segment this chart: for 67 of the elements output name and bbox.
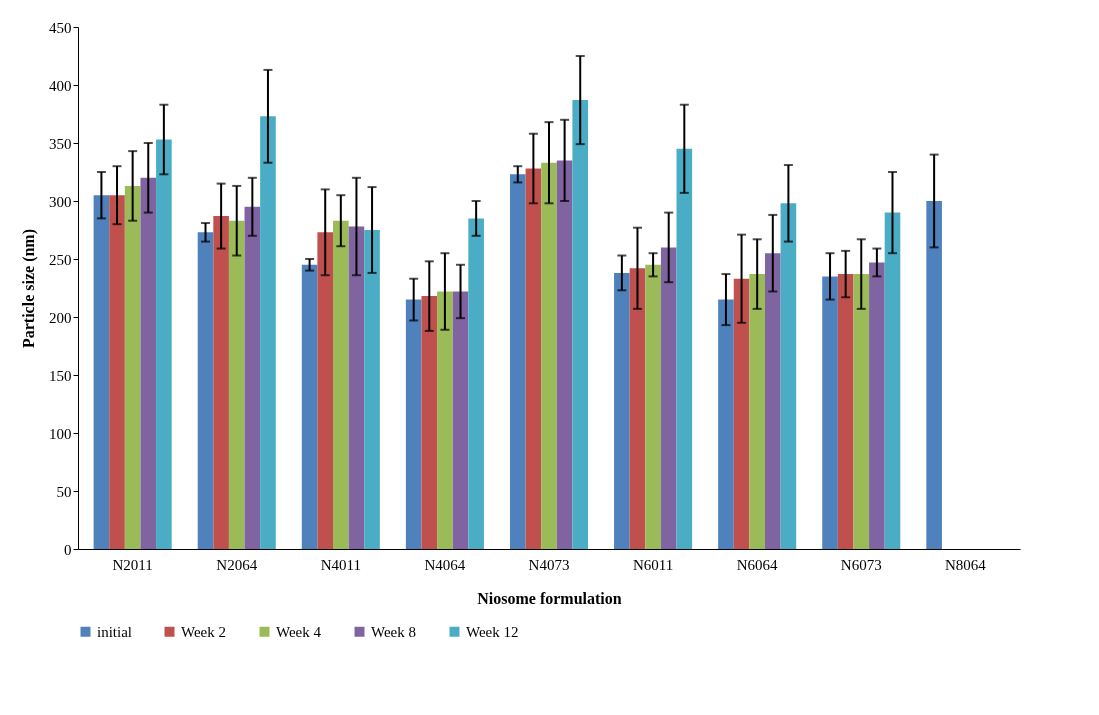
x-tick-label: N6011: [632, 556, 674, 573]
bar: [822, 276, 838, 549]
y-tick-label: 300: [49, 193, 72, 210]
x-tick-label: N4064: [424, 556, 466, 573]
bar: [364, 230, 380, 549]
bar: [244, 206, 261, 549]
y-tick-label: 150: [49, 367, 72, 384]
bar: [333, 220, 349, 549]
x-axis-title: Niosome formulation: [477, 589, 622, 607]
bar: [676, 148, 693, 549]
bar: [317, 232, 334, 549]
y-tick-label: 0: [64, 541, 72, 558]
bar: [884, 212, 901, 549]
y-axis-title: Particle size (nm): [20, 228, 38, 349]
bar: [556, 160, 573, 549]
bar: [541, 162, 557, 549]
bar: [421, 296, 438, 549]
y-tick-label: 100: [49, 425, 72, 442]
bar: [525, 168, 542, 549]
bar: [140, 177, 157, 549]
bar: [780, 203, 797, 549]
x-tick-label: N2011: [112, 556, 153, 573]
y-tick-label: 400: [49, 77, 72, 94]
x-tick-label: N8064: [944, 556, 987, 573]
bar: [213, 216, 229, 549]
y-tick-label: 350: [49, 135, 72, 152]
legend-label: Week 12: [466, 623, 519, 640]
x-tick-label: N6073: [840, 556, 882, 573]
bar: [348, 226, 365, 549]
x-tick-label: N4073: [528, 556, 570, 573]
bar: [629, 268, 646, 549]
bar: [156, 139, 172, 549]
legend-label: Week 4: [276, 623, 322, 640]
legend-label: initial: [97, 623, 132, 640]
bar: [572, 100, 589, 549]
x-tick-label: N6064: [736, 556, 779, 573]
bar: [749, 274, 765, 549]
y-tick-label: 250: [49, 251, 72, 268]
bar: [437, 291, 453, 549]
bar: [764, 253, 781, 549]
bar: [645, 264, 661, 549]
y-tick-label: 200: [49, 309, 72, 326]
bar: [853, 274, 870, 549]
bar: [405, 299, 422, 549]
y-tick-label: 450: [49, 19, 72, 36]
x-tick-label: N2064: [216, 556, 258, 573]
bar: [718, 299, 734, 549]
legend-label: Week 2: [181, 623, 227, 640]
bar: [228, 220, 245, 549]
x-tick-label: N4011: [320, 556, 361, 573]
bar: [93, 195, 110, 549]
bar: [660, 247, 677, 549]
bar: [614, 272, 630, 549]
bar: [301, 264, 318, 549]
bar: [926, 201, 942, 549]
bar: [509, 174, 526, 549]
bar: [468, 218, 484, 549]
bar: [837, 274, 854, 549]
bar: [124, 185, 141, 549]
bar: [109, 195, 125, 549]
bar: [733, 278, 750, 549]
bar: [869, 262, 885, 549]
bar: [452, 291, 469, 549]
legend-label: Week 8: [371, 623, 417, 640]
y-tick-label: 50: [56, 483, 72, 500]
bar: [197, 232, 214, 549]
bar: [260, 116, 276, 549]
